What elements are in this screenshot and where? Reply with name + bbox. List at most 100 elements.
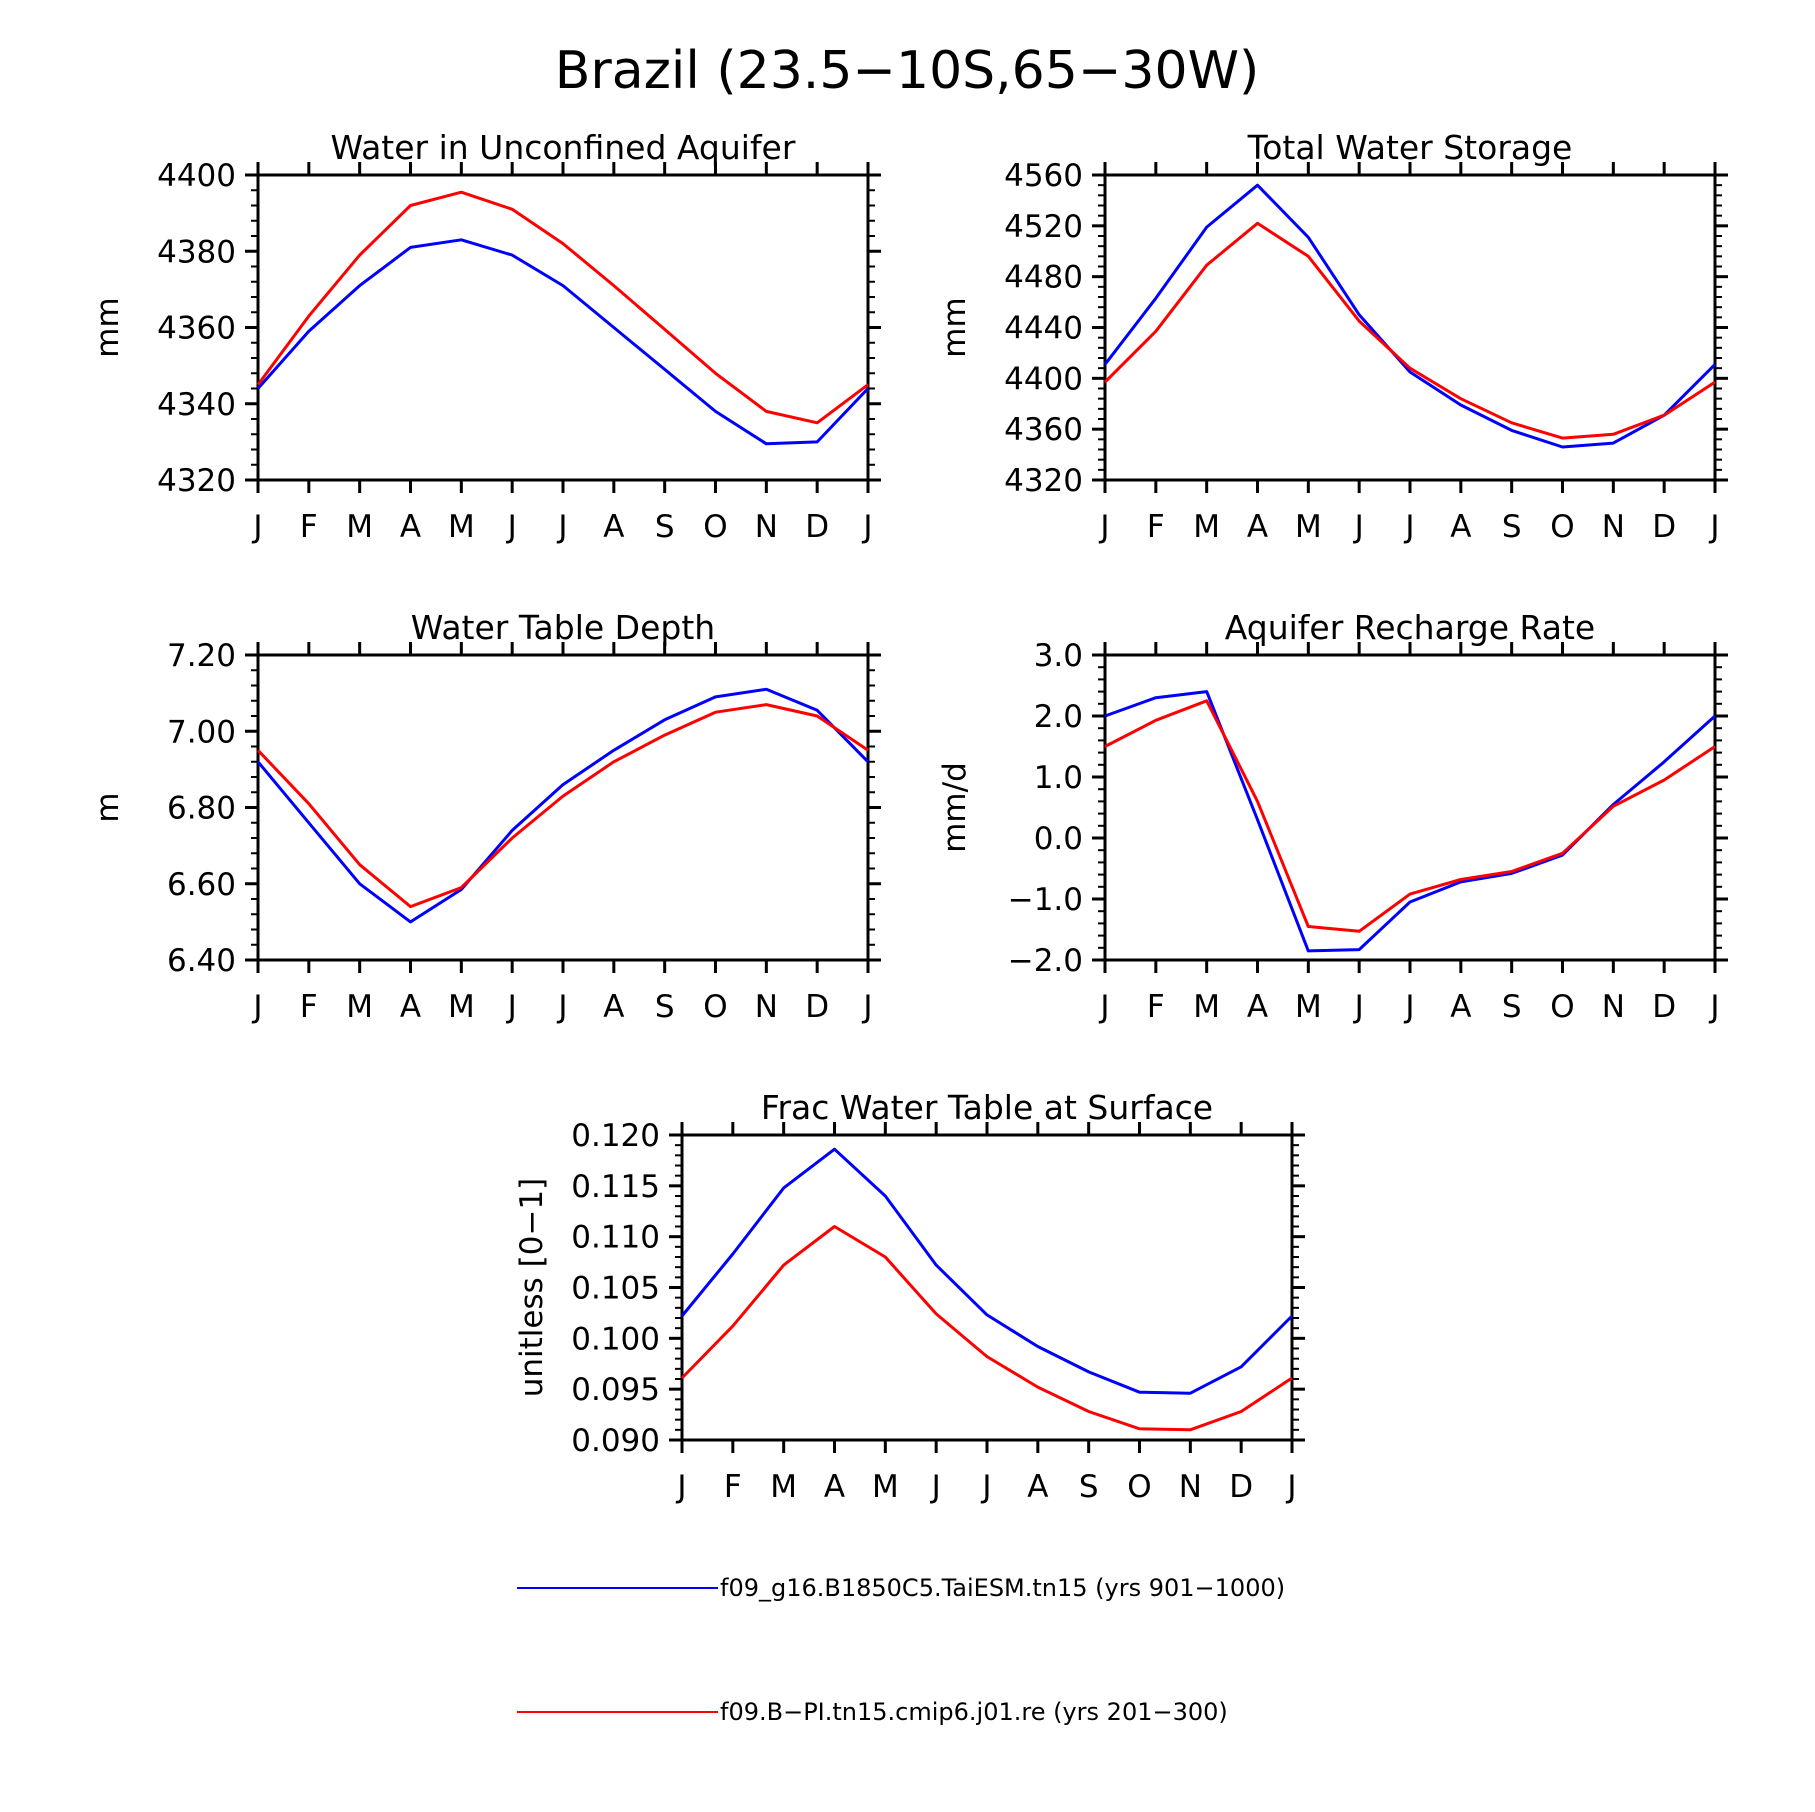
x-tick-label: N <box>1179 1469 1202 1505</box>
panel-title: Total Water Storage <box>1247 128 1573 167</box>
x-tick-label: A <box>400 509 421 545</box>
y-tick-label: 7.20 <box>167 638 236 674</box>
x-tick-label: F <box>724 1469 742 1505</box>
x-tick-label: D <box>805 989 829 1025</box>
x-tick-label: J <box>1403 509 1414 545</box>
x-tick-label: M <box>1193 989 1220 1025</box>
series-line-1 <box>256 238 870 446</box>
x-tick-label: A <box>1027 1469 1048 1505</box>
x-tick-label: J <box>1353 989 1364 1025</box>
x-tick-label: D <box>1652 989 1676 1025</box>
x-tick-label: N <box>1602 989 1625 1025</box>
y-tick-label: 2.0 <box>1034 699 1083 735</box>
y-tick-label: 4360 <box>157 311 236 347</box>
x-tick-label: A <box>400 989 421 1025</box>
x-tick-label: N <box>755 509 778 545</box>
y-axis-label: mm <box>90 297 126 357</box>
x-tick-label: D <box>805 509 829 545</box>
series-line-1 <box>1103 183 1717 449</box>
x-tick-label: A <box>1450 509 1471 545</box>
x-tick-label: O <box>703 509 727 545</box>
x-tick-label: F <box>300 989 318 1025</box>
x-tick-label: J <box>251 509 262 545</box>
x-tick-label: M <box>1295 509 1322 545</box>
x-tick-label: O <box>703 989 727 1025</box>
x-tick-label: J <box>556 509 567 545</box>
y-tick-label: 4440 <box>1004 311 1083 347</box>
y-axis-label: mm/d <box>937 762 973 853</box>
series-line-2 <box>1103 221 1716 440</box>
panel-title: Water Table Depth <box>411 608 715 647</box>
x-tick-label: J <box>506 989 517 1025</box>
x-tick-label: S <box>1502 989 1522 1025</box>
series-line-1 <box>680 1147 1294 1395</box>
x-tick-label: J <box>251 989 262 1025</box>
x-tick-label: J <box>1098 509 1109 545</box>
x-tick-label: S <box>1079 1469 1099 1505</box>
x-tick-label: A <box>603 989 624 1025</box>
x-tick-label: O <box>1550 509 1574 545</box>
y-tick-label: 0.120 <box>571 1118 660 1154</box>
x-tick-label: F <box>1147 989 1165 1025</box>
x-tick-label: J <box>1285 1469 1296 1505</box>
x-tick-label: J <box>861 509 872 545</box>
y-tick-label: 4480 <box>1004 260 1083 296</box>
x-tick-label: M <box>770 1469 797 1505</box>
x-tick-label: J <box>1098 989 1109 1025</box>
plot-frame <box>256 653 870 962</box>
series-line-2 <box>256 703 869 909</box>
x-tick-label: N <box>755 989 778 1025</box>
y-tick-label: 3.0 <box>1034 638 1083 674</box>
x-tick-label: D <box>1229 1469 1253 1505</box>
x-tick-label: J <box>861 989 872 1025</box>
y-tick-label: 4400 <box>157 158 236 194</box>
series-line-1 <box>256 687 870 924</box>
figure-title: Brazil (23.5−10S,65−30W) <box>555 41 1260 101</box>
series-line-1 <box>1104 690 1717 953</box>
y-axis-label: unitless [0−1] <box>514 1178 550 1398</box>
series-line-2 <box>1104 699 1716 933</box>
x-tick-label: J <box>980 1469 991 1505</box>
x-tick-label: J <box>1708 509 1719 545</box>
panel-title: Water in Unconfined Aquifer <box>331 128 796 167</box>
x-tick-label: M <box>346 509 373 545</box>
x-tick-label: M <box>1295 989 1322 1025</box>
x-tick-label: A <box>603 509 624 545</box>
series-line-2 <box>256 190 869 425</box>
panel-title: Frac Water Table at Surface <box>761 1088 1213 1127</box>
legend-label-2: f09.B−PI.tn15.cmip6.j01.re (yrs 201−300) <box>720 1698 1228 1726</box>
x-tick-label: J <box>1708 989 1719 1025</box>
y-tick-label: 4400 <box>1004 361 1083 397</box>
x-tick-label: J <box>930 1469 941 1505</box>
y-tick-label: 4560 <box>1004 158 1083 194</box>
y-tick-label: 6.60 <box>167 867 236 903</box>
legend-label-1: f09_g16.B1850C5.TaiESM.tn15 (yrs 901−100… <box>720 1574 1285 1602</box>
y-tick-label: 4340 <box>157 387 236 423</box>
y-tick-label: 6.80 <box>167 791 236 827</box>
x-tick-label: J <box>675 1469 686 1505</box>
x-tick-label: A <box>1450 989 1471 1025</box>
x-tick-label: M <box>448 509 475 545</box>
x-tick-label: M <box>448 989 475 1025</box>
x-tick-label: S <box>655 509 675 545</box>
y-tick-label: 1.0 <box>1034 760 1083 796</box>
y-tick-label: 0.110 <box>571 1220 660 1256</box>
y-tick-label: 0.100 <box>571 1321 660 1357</box>
y-axis-label: m <box>90 792 126 822</box>
plot-frame <box>256 173 870 482</box>
x-tick-label: O <box>1550 989 1574 1025</box>
plot-frame <box>680 1133 1294 1442</box>
x-tick-label: M <box>1193 509 1220 545</box>
y-tick-label: −2.0 <box>1008 943 1083 979</box>
y-tick-label: 0.095 <box>571 1372 660 1408</box>
y-tick-label: 0.090 <box>571 1423 660 1459</box>
x-tick-label: S <box>1502 509 1522 545</box>
x-tick-label: J <box>1403 989 1414 1025</box>
x-tick-label: A <box>1247 509 1268 545</box>
y-tick-label: −1.0 <box>1008 882 1083 918</box>
